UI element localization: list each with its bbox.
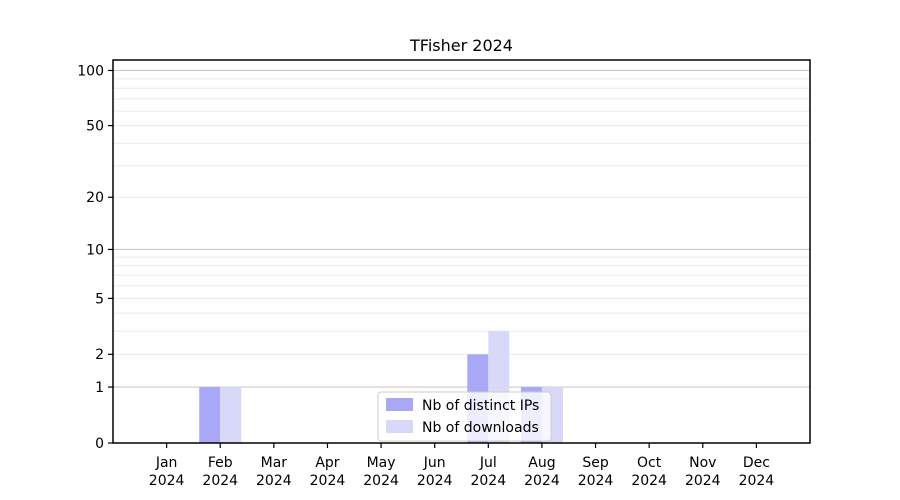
x-tick-label-year-jan: 2024 [149, 473, 185, 489]
y-tick-label-20: 20 [86, 190, 104, 206]
x-tick-label-year-dec: 2024 [739, 473, 775, 489]
x-tick-label-month-oct: Oct [637, 455, 662, 471]
axes-spines [112, 59, 811, 444]
plot-area [113, 60, 810, 443]
y-tick-label-0: 0 [95, 436, 104, 452]
x-tick-label-month-aug: Aug [528, 455, 555, 471]
chart-title: TFisher 2024 [409, 36, 513, 55]
y-tick-label-2: 2 [95, 347, 104, 363]
x-tick-label-month-sep: Sep [582, 455, 609, 471]
y-tick-label-50: 50 [86, 119, 104, 135]
x-tick-label-year-aug: 2024 [524, 473, 560, 489]
x-tick-label-month-apr: Apr [315, 455, 339, 471]
x-tick-label-year-jul: 2024 [470, 473, 506, 489]
legend-swatch-nb-of-distinct-ips [386, 398, 413, 411]
x-tick-label-year-oct: 2024 [631, 473, 667, 489]
y-tick-label-1: 1 [95, 380, 104, 396]
x-tick-label-month-may: May [367, 455, 396, 471]
x-tick-label-month-nov: Nov [689, 455, 716, 471]
x-tick-label-month-dec: Dec [743, 455, 770, 471]
y-tick-label-100: 100 [77, 63, 104, 79]
x-tick-label-month-mar: Mar [261, 455, 288, 471]
bar-nb-of-downloads-feb [220, 387, 242, 443]
legend-label-nb-of-downloads: Nb of downloads [422, 420, 539, 436]
y-tick-label-10: 10 [86, 242, 104, 258]
x-tick-label-month-jul: Jul [479, 455, 497, 471]
x-tick-label-year-apr: 2024 [310, 473, 346, 489]
legend-swatch-nb-of-downloads [386, 420, 413, 433]
legend-label-nb-of-distinct-ips: Nb of distinct IPs [422, 398, 539, 414]
x-tick-label-year-sep: 2024 [578, 473, 614, 489]
x-tick-label-month-feb: Feb [208, 455, 233, 471]
x-tick-label-year-may: 2024 [363, 473, 399, 489]
x-tick-label-year-feb: 2024 [202, 473, 238, 489]
x-tick-label-year-nov: 2024 [685, 473, 721, 489]
y-tick-label-5: 5 [95, 291, 104, 307]
bar-nb-of-distinct-ips-feb [199, 387, 221, 443]
x-tick-label-year-mar: 2024 [256, 473, 292, 489]
legend-box [377, 391, 552, 442]
x-tick-label-month-jun: Jun [423, 455, 446, 471]
legend: Nb of distinct IPs Nb of downloads [377, 391, 552, 442]
x-tick-label-year-jun: 2024 [417, 473, 453, 489]
x-tick-label-month-jan: Jan [155, 455, 178, 471]
